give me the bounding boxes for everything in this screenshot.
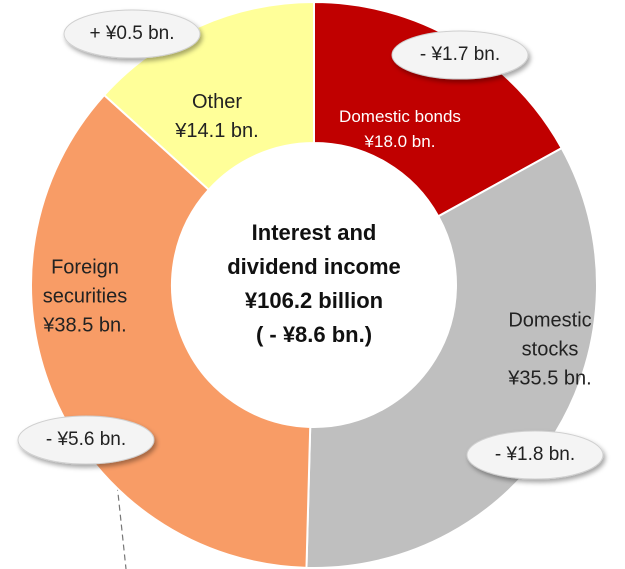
segment-value-label: ¥18.0 bn. xyxy=(364,132,436,151)
change-bubbles: - ¥1.7 bn. - ¥1.8 bn. - ¥5.6 bn. + ¥0.5 bn. xyxy=(17,9,604,480)
center-text: Interest and dividend income ¥106.2 billio… xyxy=(227,220,401,347)
segment-value-label: ¥14.1 bn. xyxy=(174,120,258,142)
change-label: + ¥0.5 bn. xyxy=(89,23,174,44)
segment-label: securities xyxy=(43,285,127,307)
segment-label: Domestic bonds xyxy=(339,107,461,126)
change-bubble xyxy=(63,9,201,59)
center-line: dividend income xyxy=(227,254,401,279)
change-bubble xyxy=(466,430,604,480)
center-line: ( - ¥8.6 bn.) xyxy=(256,322,372,347)
leader-line xyxy=(113,454,127,569)
change-bubble xyxy=(391,30,529,80)
center-line: Interest and xyxy=(252,220,377,245)
segment-value-label: ¥35.5 bn. xyxy=(507,367,591,389)
segment-label: Foreign xyxy=(51,256,119,278)
change-label: - ¥1.7 bn. xyxy=(420,44,500,65)
labels: Domestic bonds ¥18.0 bn. Domestic stocks ¥35… xyxy=(42,91,591,390)
change-label: - ¥5.6 bn. xyxy=(46,429,126,450)
segment-label: stocks xyxy=(522,338,579,360)
donut-segment xyxy=(313,0,564,218)
change-bubble xyxy=(17,415,155,465)
center-line: ¥106.2 billion xyxy=(245,288,383,313)
segment-value-label: ¥38.5 bn. xyxy=(42,314,126,336)
segment-label: Domestic xyxy=(508,309,591,331)
segment-label: Other xyxy=(192,91,242,113)
change-label: - ¥1.8 bn. xyxy=(495,444,575,465)
